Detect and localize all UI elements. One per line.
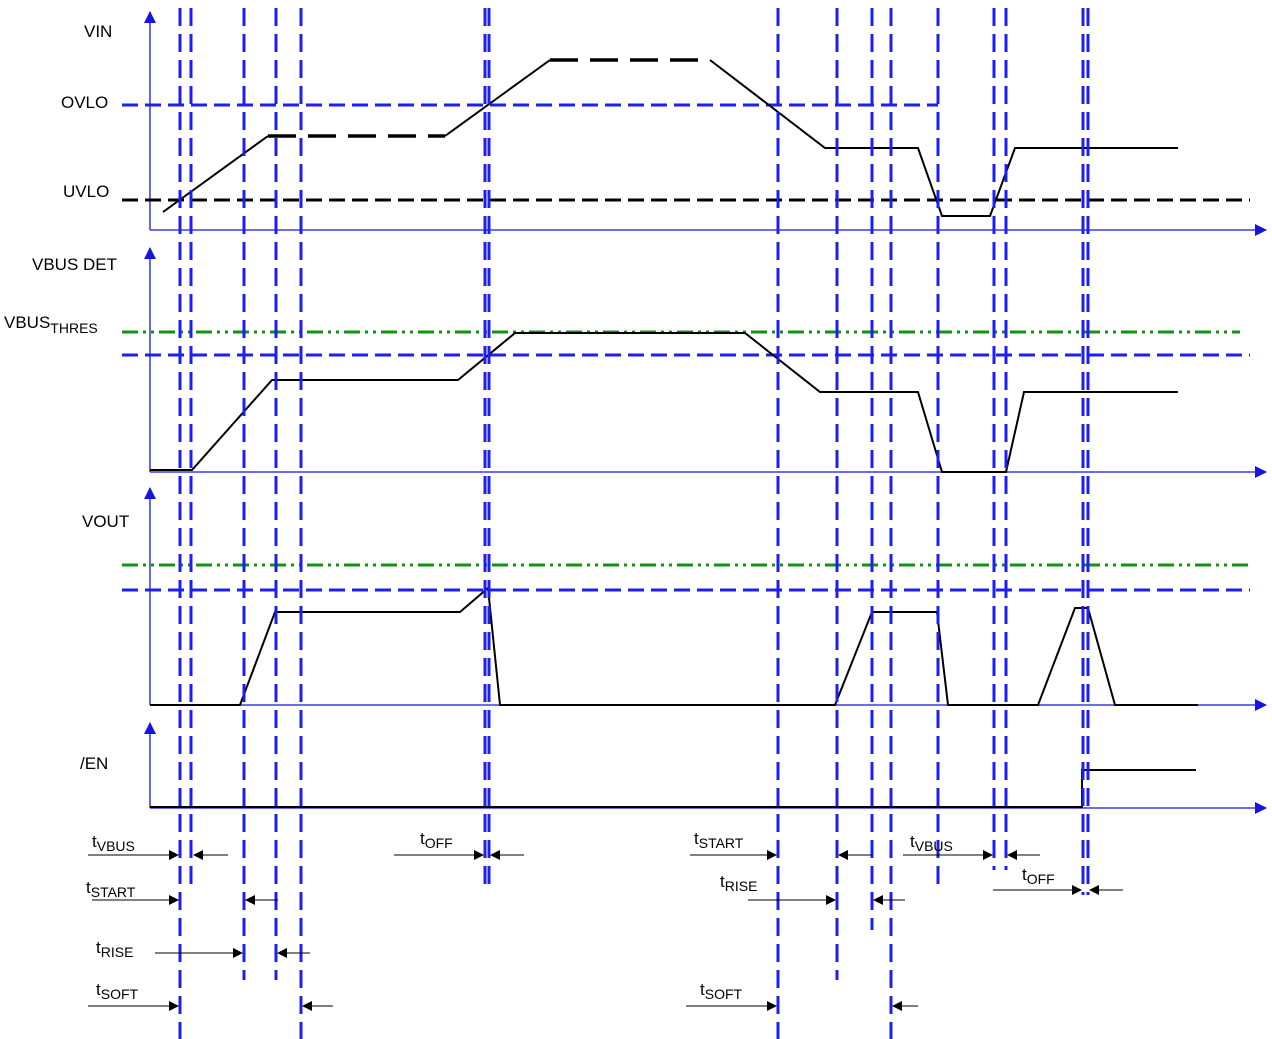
label-vbus-thres-main: VBUS: [4, 313, 50, 332]
tvbus-label: tVBUS: [92, 832, 135, 854]
tstart-label: tSTART: [86, 878, 136, 900]
axes: [144, 11, 1267, 814]
label-vbus-det: VBUS DET: [32, 255, 117, 274]
timing-labels: tVBUS tSTART tRISE tSOFT tOFF tSTART tRI…: [86, 829, 1055, 1002]
label-ovlo: OVLO: [61, 93, 108, 112]
label-vbus-thres-sub: THRES: [50, 320, 97, 336]
trise2-label: tRISE: [720, 872, 757, 894]
panel-labels: VIN OVLO UVLO VBUS DET VBUSTHRES VOUT /E…: [4, 22, 129, 773]
vin-ramp-2: [444, 59, 551, 137]
label-uvlo: UVLO: [63, 182, 109, 201]
tstart2-label: tSTART: [694, 829, 744, 851]
tsoft-label: tSOFT: [96, 980, 139, 1002]
tsoft2-label: tSOFT: [700, 980, 743, 1002]
label-vout: VOUT: [82, 512, 129, 531]
label-vbus-thres: VBUSTHRES: [4, 313, 98, 336]
vin-fall-dip-rise: [709, 59, 1178, 217]
trise-label: tRISE: [96, 938, 133, 960]
timing-arrows: [88, 850, 1123, 1011]
thresholds: [122, 103, 1250, 592]
label-en: /EN: [80, 754, 108, 773]
vout-waveform: [150, 585, 1198, 706]
vbus-det-waveform: [150, 332, 1178, 473]
label-vin: VIN: [84, 22, 112, 41]
tvbus2-label: tVBUS: [910, 832, 953, 854]
timing-markers: [178, 8, 1090, 1039]
signals: [150, 58, 1198, 808]
en-waveform: [150, 769, 1196, 808]
toff-label: tOFF: [420, 829, 453, 851]
toff2-label: tOFF: [1022, 865, 1055, 887]
